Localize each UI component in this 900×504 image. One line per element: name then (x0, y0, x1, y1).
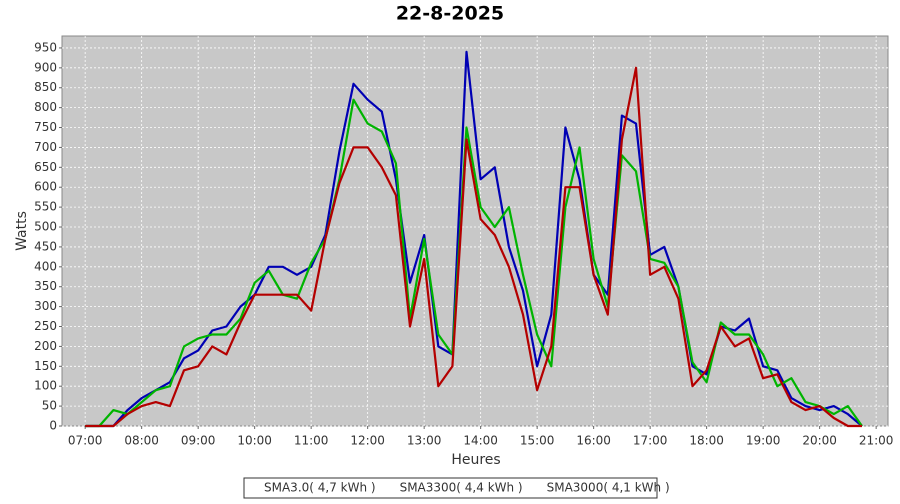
y-tick-label: 500 (34, 220, 57, 234)
x-tick-label: 08:00 (124, 434, 159, 448)
y-tick-label: 700 (34, 140, 57, 154)
plot-area (61, 35, 889, 427)
y-tick-label: 650 (34, 160, 57, 174)
y-tick-label: 450 (34, 239, 57, 253)
x-tick-label: 12:00 (350, 434, 385, 448)
x-tick-label: 19:00 (746, 434, 781, 448)
y-tick-label: 950 (34, 40, 57, 54)
y-tick-label: 600 (34, 180, 57, 194)
series-line (85, 98, 863, 428)
legend-label: SMA3300( 4,4 kWh ) (400, 481, 523, 495)
y-tick-label: 750 (34, 120, 57, 134)
x-tick-label: 09:00 (181, 434, 216, 448)
y-tick-label: 350 (34, 279, 57, 293)
x-tick-label: 17:00 (633, 434, 668, 448)
series-line (85, 66, 862, 428)
y-tick-label: 850 (34, 80, 57, 94)
legend-label: SMA3000( 4,1 kWh ) (547, 481, 670, 495)
y-tick-label: 100 (34, 379, 57, 393)
x-tick-label: 18:00 (689, 434, 724, 448)
y-tick-label: 150 (34, 359, 57, 373)
y-tick-label: 0 (49, 419, 57, 433)
y-axis-label: Watts (14, 211, 30, 251)
x-tick-label: 20:00 (802, 434, 837, 448)
y-tick-label: 900 (34, 60, 57, 74)
x-axis-label: Heures (451, 452, 500, 468)
x-tick-label: 21:00 (859, 434, 894, 448)
y-tick-label: 400 (34, 259, 57, 273)
y-tick-label: 250 (34, 319, 57, 333)
x-tick-label: 16:00 (576, 434, 611, 448)
chart-title: 22-8-2025 (396, 3, 504, 25)
series-line (85, 50, 863, 428)
legend-label: SMA3.0( 4,7 kWh ) (264, 481, 376, 495)
y-tick-label: 300 (34, 299, 57, 313)
x-tick-label: 15:00 (520, 434, 555, 448)
y-tick-label: 50 (42, 399, 57, 413)
x-tick-label: 11:00 (294, 434, 329, 448)
x-tick-label: 10:00 (237, 434, 272, 448)
y-tick-label: 200 (34, 339, 57, 353)
x-tick-label: 14:00 (463, 434, 498, 448)
x-tick-label: 07:00 (68, 434, 103, 448)
x-tick-label: 13:00 (407, 434, 442, 448)
y-tick-label: 800 (34, 100, 57, 114)
legend-box (243, 477, 658, 499)
y-tick-label: 550 (34, 200, 57, 214)
